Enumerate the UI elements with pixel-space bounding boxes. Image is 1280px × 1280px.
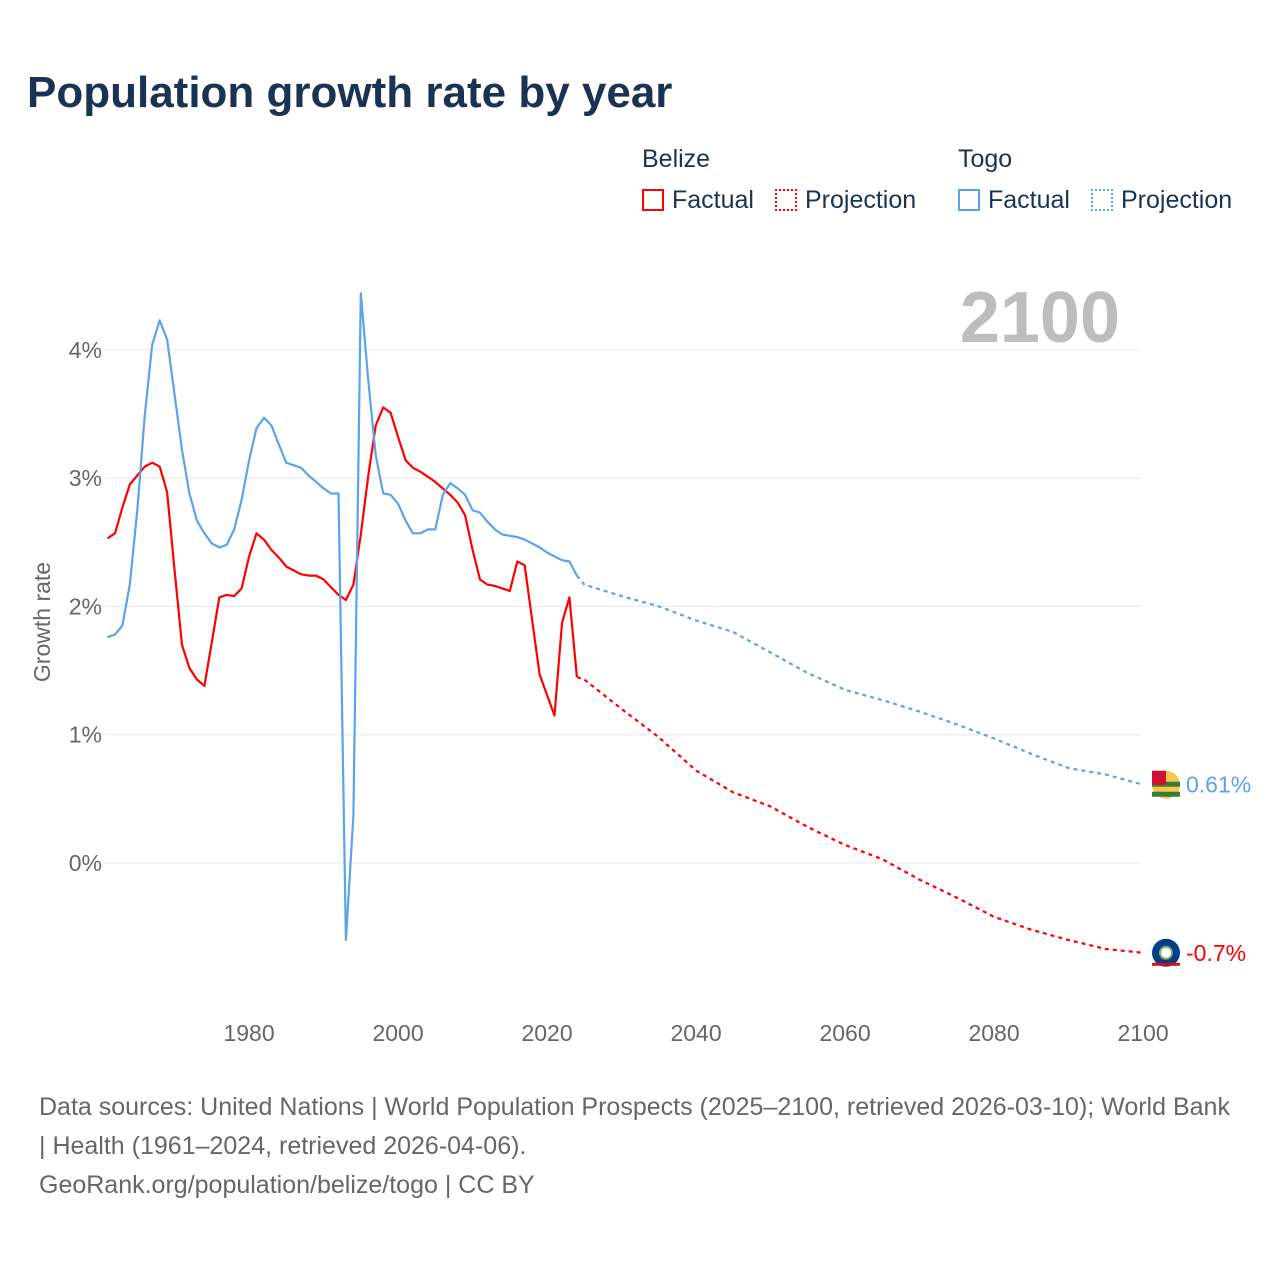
legend-title: Togo — [958, 145, 1013, 173]
legend-belize-projection[interactable]: Projection — [775, 186, 916, 215]
x-tick-label: 2080 — [968, 1020, 1019, 1046]
y-tick-label: 3% — [69, 465, 102, 491]
flag-stripe — [1152, 791, 1180, 797]
flag-emblem — [1159, 945, 1173, 960]
legend-group-belize: Belize — [642, 145, 710, 174]
legend-label: Factual — [988, 186, 1070, 214]
dotted-swatch-icon — [775, 189, 797, 211]
x-tick-label: 2100 — [1117, 1020, 1168, 1046]
dotted-swatch-icon — [1091, 189, 1113, 211]
legend-belize-factual[interactable]: Factual — [642, 186, 754, 215]
y-tick-label: 1% — [69, 722, 102, 748]
x-tick-label: 2000 — [372, 1020, 423, 1046]
legend-label: Projection — [1121, 186, 1233, 214]
series-line-belize-projection — [576, 675, 1144, 954]
legend-label: Factual — [672, 186, 754, 214]
y-axis-label: Growth rate — [29, 562, 55, 682]
solid-swatch-icon — [958, 189, 980, 211]
y-tick-label: 0% — [69, 850, 102, 876]
x-tick-label: 1980 — [223, 1020, 274, 1046]
legend-togo-projection[interactable]: Projection — [1091, 186, 1232, 215]
year-watermark: 2100 — [960, 278, 1120, 358]
flag-stripe — [1152, 962, 1180, 966]
solid-swatch-icon — [642, 189, 664, 211]
source-note: Data sources: United Nations | World Pop… — [39, 1088, 1239, 1205]
legend-label: Projection — [805, 186, 917, 214]
chart-title: Population growth rate by year — [27, 68, 673, 117]
source-line: Data sources: United Nations | World Pop… — [39, 1093, 1230, 1160]
y-tick-label: 2% — [69, 593, 102, 619]
series-line-togo-factual — [107, 292, 578, 942]
series-line-belize-factual — [106, 406, 578, 717]
x-tick-label: 2020 — [521, 1020, 572, 1046]
legend-group-togo: Togo — [958, 145, 1012, 174]
legend-togo-factual[interactable]: Factual — [958, 186, 1070, 215]
end-value-label: 0.61% — [1186, 772, 1251, 798]
source-link[interactable]: GeoRank.org/population/belize/togo | CC … — [39, 1171, 535, 1199]
legend-title: Belize — [642, 145, 711, 173]
plot-area: 2100 Growth rate 0% 1% 2% 3% 4% 1980 2000 2020 2… — [29, 278, 1251, 1046]
flag-canton — [1152, 770, 1166, 783]
end-value-label: -0.7% — [1186, 940, 1246, 966]
series-line-togo-projection — [576, 574, 1144, 786]
y-tick-label: 4% — [69, 337, 102, 363]
x-tick-label: 2040 — [670, 1020, 721, 1046]
x-tick-label: 2060 — [819, 1020, 870, 1046]
